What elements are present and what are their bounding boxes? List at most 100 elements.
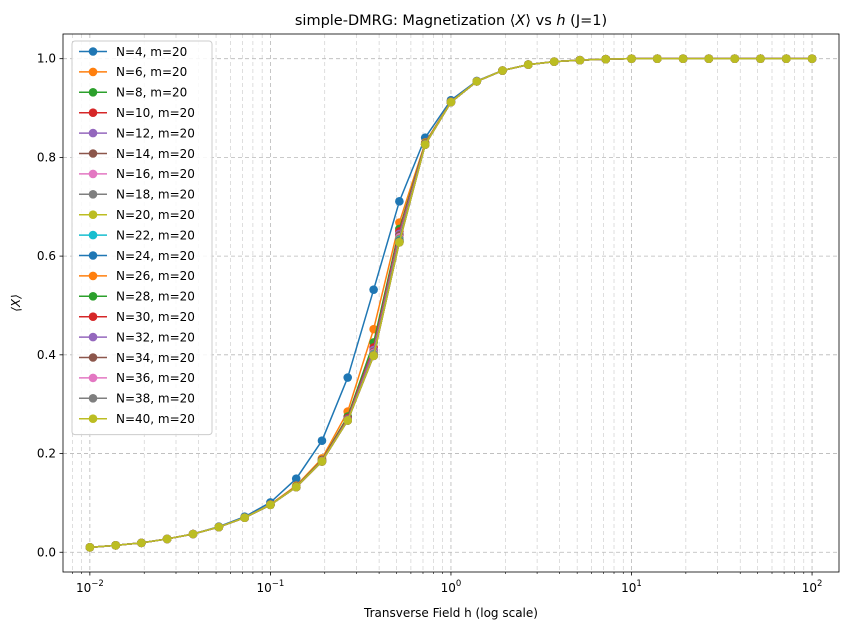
data-point [498, 66, 507, 75]
x-tick-label: 10−2 [76, 579, 104, 595]
data-point [369, 351, 378, 361]
data-point [807, 54, 817, 63]
x-tick-label: 101 [621, 579, 642, 595]
data-point [317, 436, 327, 446]
data-point [85, 543, 95, 552]
data-point [575, 55, 585, 65]
data-point [549, 57, 559, 66]
legend-marker [88, 149, 98, 158]
legend-label: N=12, m=20 [116, 126, 195, 140]
data-point [266, 500, 275, 510]
legend-item: N=12, m=20 [79, 126, 195, 140]
legend-marker [88, 312, 98, 322]
legend-label: N=16, m=20 [116, 167, 195, 181]
data-point [214, 522, 224, 532]
legend-item: N=38, m=20 [79, 392, 195, 406]
series-n-40-m-20 [85, 54, 817, 552]
legend-label: N=26, m=20 [116, 269, 195, 283]
legend-marker [88, 190, 98, 199]
legend-label: N=40, m=20 [116, 412, 195, 426]
legend-label: N=14, m=20 [116, 147, 195, 161]
legend-marker [88, 108, 98, 117]
legend-item: N=22, m=20 [79, 228, 195, 242]
data-point [420, 140, 430, 149]
legend-item: N=4, m=20 [79, 45, 187, 59]
data-point [653, 54, 662, 63]
legend-marker [88, 47, 98, 56]
axis-ticks: 10−2 10−1 100 101 102 0.0 0.2 0.4 0.6 0.8 1.0 [37, 52, 823, 595]
legend-label: N=34, m=20 [116, 351, 195, 365]
data-point [137, 538, 146, 548]
x-tick-label: 102 [802, 579, 823, 595]
y-tick-label: 0.4 [37, 348, 56, 362]
legend-label: N=30, m=20 [116, 310, 195, 324]
data-point [678, 54, 688, 63]
data-point [343, 416, 353, 425]
legend-marker [88, 353, 98, 362]
legend-label: N=32, m=20 [116, 330, 195, 344]
legend-item: N=10, m=20 [79, 106, 195, 120]
legend-item: N=16, m=20 [79, 167, 195, 181]
data-point [188, 529, 198, 539]
legend-label: N=22, m=20 [116, 228, 195, 242]
data-point [523, 60, 533, 69]
y-axis-label: ⟨X⟩ [9, 294, 23, 312]
legend-marker [88, 332, 98, 342]
legend-marker [88, 414, 98, 424]
x-axis-label: Transverse Field h (log scale) [363, 606, 538, 620]
data-point [601, 54, 611, 64]
data-point [240, 513, 249, 523]
data-point [369, 285, 378, 294]
x-tick-label: 10−1 [256, 579, 284, 595]
legend-marker [88, 67, 98, 77]
y-tick-label: 0.2 [37, 447, 56, 461]
data-point [627, 54, 636, 63]
legend-item: N=6, m=20 [79, 65, 187, 79]
legend-marker [88, 373, 98, 383]
legend-item: N=40, m=20 [79, 412, 195, 426]
data-point [756, 54, 765, 63]
data-point [162, 534, 172, 544]
data-point [343, 373, 353, 382]
series-group [85, 54, 817, 552]
legend-item: N=26, m=20 [79, 269, 195, 283]
legend-label: N=20, m=20 [116, 208, 195, 222]
chart-title: simple-DMRG: Magnetization ⟨X⟩ vs h (J=1… [295, 13, 607, 29]
data-point [395, 197, 404, 206]
legend-item: N=24, m=20 [79, 249, 195, 263]
legend-item: N=32, m=20 [79, 330, 195, 344]
legend-label: N=18, m=20 [116, 188, 195, 202]
legend-item: N=30, m=20 [79, 310, 195, 324]
y-tick-label: 0.6 [37, 249, 56, 263]
legend-item: N=34, m=20 [79, 351, 195, 365]
legend-label: N=10, m=20 [116, 106, 195, 120]
y-tick-label: 0.0 [37, 545, 56, 559]
legend-marker [88, 251, 98, 260]
legend-label: N=4, m=20 [116, 45, 187, 59]
legend-marker [88, 230, 98, 240]
data-point [317, 457, 327, 466]
legend-item: N=28, m=20 [79, 290, 195, 304]
legend-marker [88, 88, 98, 97]
legend-item: N=36, m=20 [79, 371, 195, 385]
legend-marker [88, 210, 98, 219]
legend-label: N=38, m=20 [116, 392, 195, 406]
legend-item: N=18, m=20 [79, 188, 195, 202]
data-point [704, 54, 714, 63]
legend-item: N=14, m=20 [79, 147, 195, 161]
legend-label: N=8, m=20 [116, 86, 187, 100]
data-point [730, 54, 740, 63]
data-point [395, 237, 404, 247]
data-point [111, 541, 120, 550]
legend-item: N=8, m=20 [79, 86, 187, 100]
legend-box [71, 40, 213, 436]
legend-label: N=36, m=20 [116, 371, 195, 385]
data-point [446, 97, 456, 107]
plot-frame [62, 33, 840, 573]
legend-label: N=24, m=20 [116, 249, 195, 263]
legend-label: N=6, m=20 [116, 65, 187, 79]
data-point [472, 77, 482, 86]
data-point [291, 474, 301, 484]
legend-marker [88, 169, 98, 179]
legend-item: N=20, m=20 [79, 208, 195, 222]
